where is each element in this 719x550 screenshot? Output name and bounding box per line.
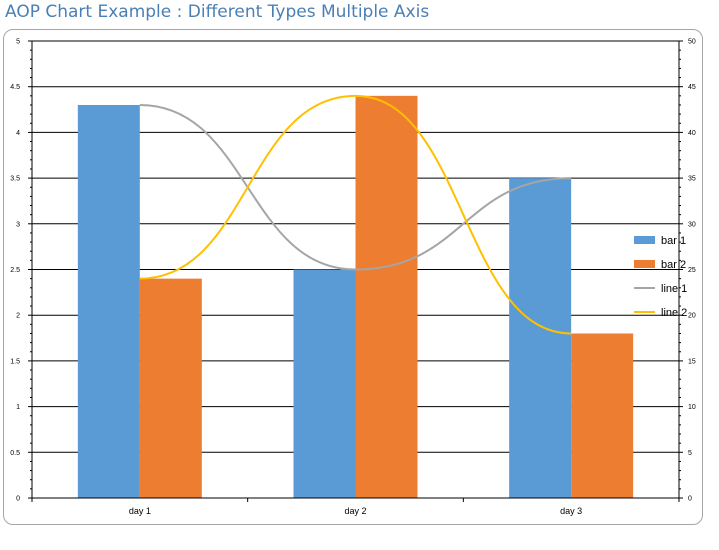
bars bbox=[77, 95, 634, 498]
y-right-tick-label: 5 bbox=[688, 450, 692, 457]
legend-entry-2: bar 2 bbox=[661, 259, 686, 271]
y-right-tick-label: 25 bbox=[688, 267, 696, 274]
y-left-tick-label: 4 bbox=[16, 130, 20, 137]
y-right-tick-label: 45 bbox=[688, 84, 696, 91]
bar-2-day-3 bbox=[571, 333, 634, 498]
y-left-tick-label: 1 bbox=[16, 404, 20, 411]
axes: 0 0 0.5 5 1 10 1.5 15 2 20 2.5 25 3 30 3.5 35 4 40 4.5 45 5 5… bbox=[10, 39, 696, 517]
series-line-2 bbox=[139, 94, 572, 335]
y-left-tick-label: 0 bbox=[16, 496, 20, 503]
legend: bar 1 bar 2 line 1 line 2 bbox=[634, 235, 687, 319]
y-left-tick-label: 1.5 bbox=[10, 358, 20, 365]
y-right-tick-label: 20 bbox=[688, 313, 696, 320]
x-tick-label: day 3 bbox=[560, 506, 582, 516]
y-right-tick-label: 15 bbox=[688, 358, 696, 365]
y-right-tick-label: 30 bbox=[688, 221, 696, 228]
y-left-tick-label: 0.5 bbox=[10, 450, 20, 457]
bar-2-day-2 bbox=[355, 95, 418, 498]
y-right-tick-label: 35 bbox=[688, 176, 696, 183]
y-right-tick-label: 0 bbox=[688, 496, 692, 503]
y-left-tick-label: 2.5 bbox=[10, 267, 20, 274]
page-title: AOP Chart Example : Different Types Mult… bbox=[5, 2, 430, 22]
bar-2-day-1 bbox=[139, 278, 202, 498]
y-left-tick-label: 3.5 bbox=[10, 176, 20, 183]
y-left-tick-label: 5 bbox=[16, 39, 20, 46]
y-left-tick-label: 4.5 bbox=[10, 84, 20, 91]
legend-entry-1: bar 1 bbox=[661, 235, 686, 247]
legend-entry-3: line 1 bbox=[661, 283, 687, 295]
x-tick-label: day 2 bbox=[344, 506, 366, 516]
legend-swatch-2 bbox=[634, 260, 655, 268]
y-left-tick-label: 2 bbox=[16, 313, 20, 320]
bar-1-day-1 bbox=[77, 104, 140, 498]
legend-swatch-1 bbox=[634, 236, 655, 244]
y-right-tick-label: 50 bbox=[688, 39, 696, 46]
x-tick-label: day 1 bbox=[129, 506, 151, 516]
y-right-tick-label: 10 bbox=[688, 404, 696, 411]
series-line-1 bbox=[139, 103, 572, 271]
y-right-tick-label: 40 bbox=[688, 130, 696, 137]
bar-1-day-3 bbox=[509, 178, 572, 498]
bar-1-day-2 bbox=[293, 269, 356, 498]
legend-entry-4: line 2 bbox=[661, 307, 687, 319]
series-lines bbox=[139, 94, 572, 335]
y-left-tick-label: 3 bbox=[16, 221, 20, 228]
